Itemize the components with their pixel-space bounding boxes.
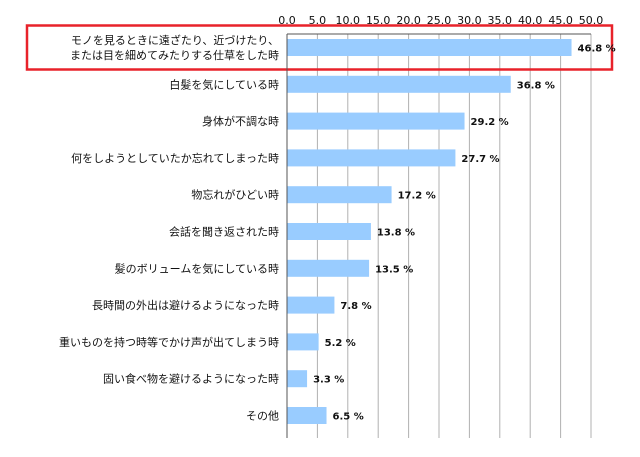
bar: [287, 39, 572, 56]
highlight-layer: [25, 24, 614, 71]
x-tick-label: 45.0: [548, 14, 573, 27]
data-label: 46.8 %: [578, 44, 616, 55]
data-labels: 46.8 % 36.8 % 29.2 % 27.7 % 17.2 % 13.8 % 13.5…: [313, 44, 616, 423]
category-label: 何をしようとしていたか忘れてしまった時: [71, 151, 279, 165]
bar: [287, 223, 371, 240]
x-tick-label: 40.0: [518, 14, 543, 27]
category-label: その他: [246, 410, 279, 423]
category-label: 白髪を気にしている時: [169, 77, 279, 91]
data-label: 7.8 %: [340, 301, 371, 312]
bar: [287, 186, 392, 204]
bar: [287, 259, 370, 277]
axis: 0.0 5.0 10.0 15.0 20.0 25.0 30.0 35.0 40.0 45.0 50…: [278, 14, 603, 438]
x-tick-label: 50.0: [579, 14, 604, 27]
x-tick-label: 20.0: [396, 14, 421, 27]
data-label: 3.3 %: [313, 375, 344, 386]
bars: [287, 39, 572, 424]
x-tick-label: 15.0: [366, 14, 391, 27]
category-label: 身体が不調な時: [202, 114, 279, 128]
data-label: 13.5 %: [375, 264, 413, 275]
category-label: 重いものを持つ時等でかけ声が出てしまう時: [59, 335, 279, 349]
x-tick-label: 10.0: [336, 14, 361, 27]
data-label: 27.7 %: [461, 154, 499, 165]
data-label: 36.8 %: [517, 80, 555, 91]
category-label: 長時間の外出は避けるようになった時: [92, 298, 279, 312]
x-tick-label: 35.0: [488, 14, 513, 27]
grid-lines: [286, 34, 592, 438]
category-label: 固い食べ物を避けるようになった時: [103, 372, 279, 386]
bar: [287, 149, 456, 167]
category-labels: モノを見るときに遠ざたり、近づけたり、または目を細めてみたりする仕草をした時白髪…: [59, 33, 279, 423]
data-label: 17.2 %: [398, 191, 436, 202]
data-label: 6.5 %: [333, 412, 364, 423]
category-label: 会話を聞き返された時: [169, 225, 279, 239]
category-label: モノを見るときに遠ざたり、近づけたり、または目を細めてみたりする仕草をした時: [70, 33, 279, 62]
highlight-box: [25, 24, 614, 71]
bar: [287, 112, 465, 130]
category-label: 髪のボリュームを気にしている時: [115, 261, 279, 275]
bar: [287, 407, 327, 424]
x-tick-label: 30.0: [457, 14, 482, 27]
bar: [287, 370, 308, 388]
x-tick-label: 0.0: [278, 14, 296, 27]
bar: [287, 296, 335, 314]
data-label: 5.2 %: [325, 338, 356, 349]
x-tick-label: 25.0: [427, 14, 452, 27]
bar: [287, 75, 511, 93]
bar: [287, 333, 319, 351]
data-label: 29.2 %: [471, 117, 509, 128]
data-label: 13.8 %: [377, 228, 415, 239]
category-label: 物忘れがひどい時: [191, 188, 279, 202]
x-tick-label: 5.0: [309, 14, 327, 27]
